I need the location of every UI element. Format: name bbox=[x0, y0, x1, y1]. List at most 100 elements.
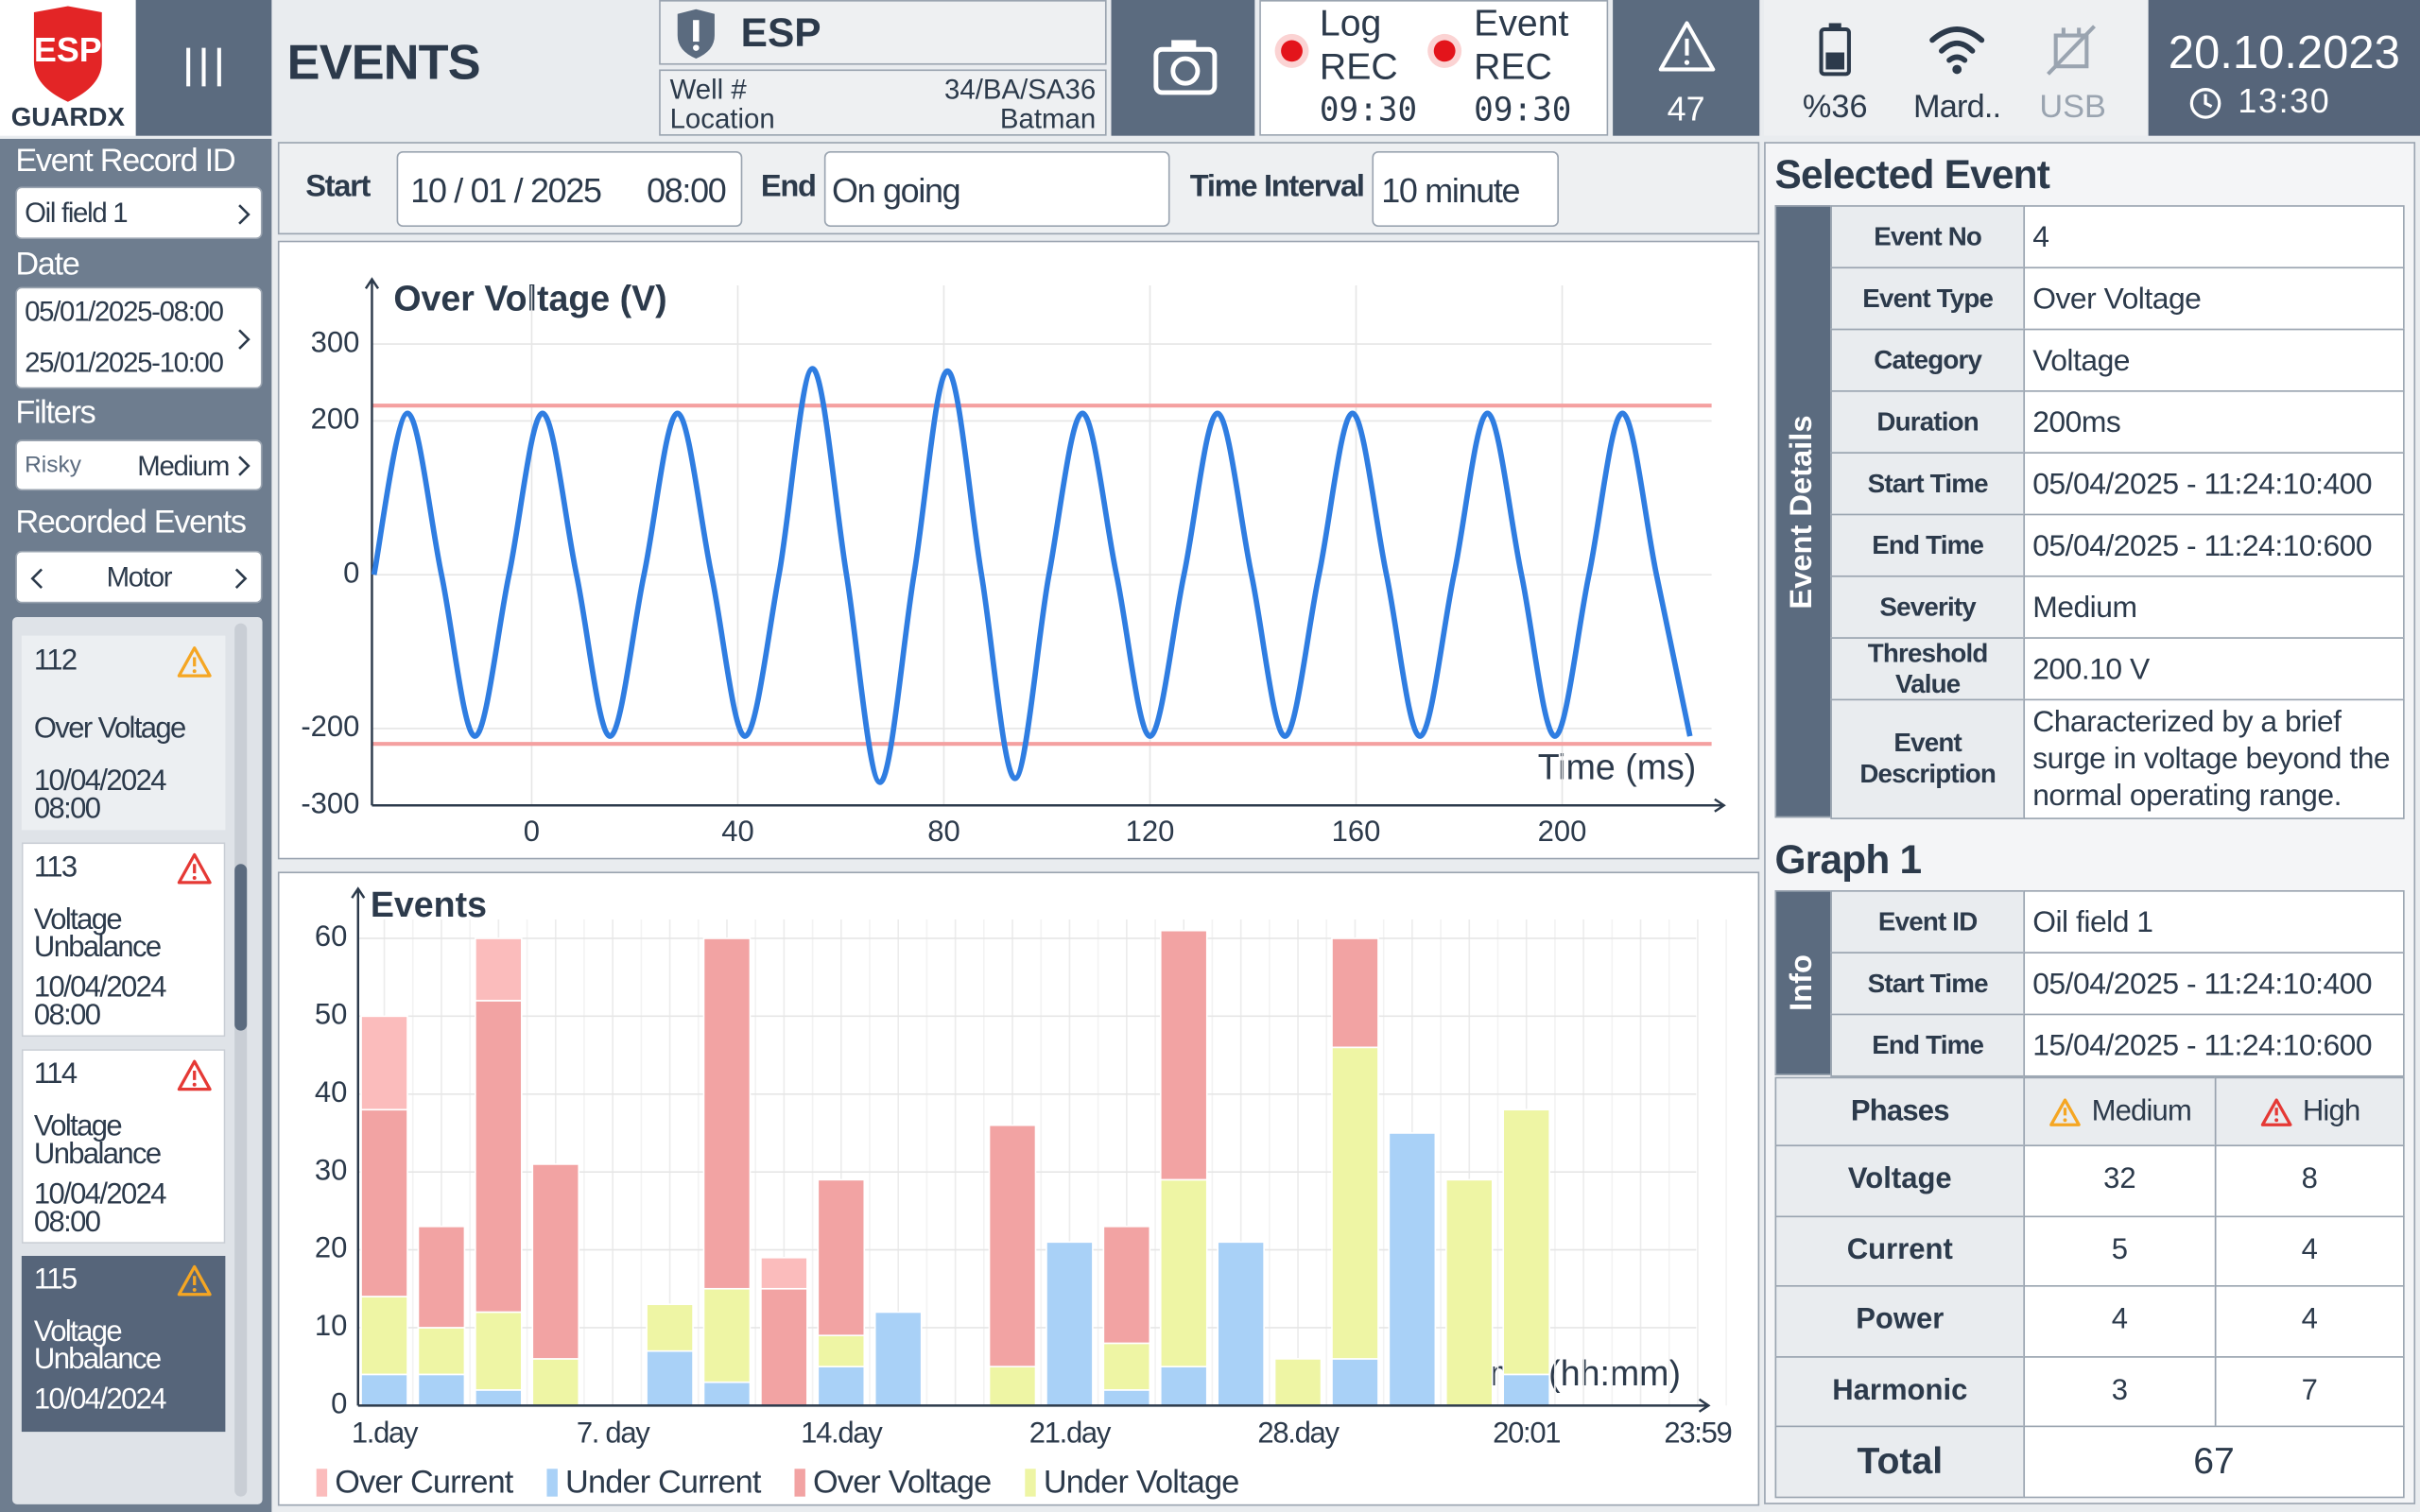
bar-segment bbox=[360, 1015, 408, 1111]
phase-header-cell: Medium bbox=[2023, 1076, 2217, 1147]
bar-segment bbox=[646, 1349, 694, 1407]
battery-icon bbox=[1819, 23, 1851, 77]
row-label: End Time bbox=[1872, 529, 1984, 559]
event-date: 10/04/2024 08:00 bbox=[33, 1178, 167, 1240]
bar-segment bbox=[702, 1381, 752, 1407]
row-label-cell: Severity bbox=[1830, 575, 2026, 639]
interval-input[interactable]: 10 minute bbox=[1372, 151, 1559, 227]
row-label-cell: Threshold Value bbox=[1830, 637, 2026, 701]
bar-segment bbox=[417, 1226, 466, 1329]
phase-label: Harmonic bbox=[1832, 1374, 1968, 1407]
date-range-select[interactable]: 05/01/2025-08:00 25/01/2025-10:00 bbox=[15, 286, 263, 389]
y-tick-label: 60 bbox=[315, 919, 348, 953]
row-value-cell: Oil field 1 bbox=[2023, 890, 2405, 954]
interval-value: 10 minute bbox=[1381, 171, 1520, 211]
chevron-left[interactable] bbox=[29, 566, 44, 591]
phase-value-cell: 32 bbox=[2023, 1144, 2217, 1217]
row-label: Event Type bbox=[1862, 283, 1994, 313]
well-label: Well # bbox=[669, 74, 747, 106]
bar-segment bbox=[1159, 929, 1208, 1181]
chevron bbox=[238, 329, 251, 350]
row-label: Severity bbox=[1879, 592, 1976, 622]
date-to: 25/01/2025-10:00 bbox=[25, 347, 224, 378]
bar-segment bbox=[1273, 1358, 1322, 1407]
phase-value-cell: 5 bbox=[2023, 1214, 2217, 1287]
event-rec-dot bbox=[1427, 33, 1462, 68]
date-from: 05/01/2025-08:00 bbox=[25, 296, 224, 328]
event-card-selected[interactable]: 115 Voltage Unbalance 10/04/2024 bbox=[21, 1255, 226, 1433]
phase-count: 4 bbox=[2111, 1304, 2129, 1337]
event-date: 10/04/2024 bbox=[33, 1383, 167, 1417]
row-label: Start Time bbox=[1867, 968, 1989, 998]
bar-segment bbox=[1102, 1389, 1151, 1407]
event-type: Voltage Unbalance bbox=[33, 903, 162, 965]
phase-value-cell: 3 bbox=[2023, 1355, 2217, 1428]
bar-segment bbox=[1502, 1373, 1550, 1407]
recorded-filter[interactable]: Motor bbox=[15, 550, 263, 604]
record-id-select[interactable]: Oil field 1 bbox=[15, 186, 263, 240]
phase-value-cell: 8 bbox=[2214, 1144, 2405, 1217]
axis bbox=[364, 277, 1726, 813]
x-tick-label: 160 bbox=[1332, 815, 1381, 848]
row-value: Oil field 1 bbox=[2032, 904, 2153, 939]
phase-count: 5 bbox=[2111, 1233, 2129, 1266]
camera-button[interactable] bbox=[1111, 0, 1255, 136]
device-name: ESP bbox=[740, 9, 821, 56]
section-label: Event Details bbox=[1785, 414, 1820, 609]
event-card[interactable]: 114 Voltage Unbalance 10/04/2024 08:00 bbox=[21, 1049, 226, 1244]
row-value: 05/04/2025 - 11:24:10:400 bbox=[2032, 966, 2373, 1001]
logo-text: ESP bbox=[34, 30, 102, 69]
end-value: On going bbox=[831, 171, 961, 211]
chevron-right[interactable] bbox=[233, 566, 249, 591]
phase-count: 7 bbox=[2301, 1374, 2318, 1407]
scroll-thumb[interactable] bbox=[234, 864, 248, 1031]
bar-segment bbox=[475, 937, 523, 1002]
phase-label: Power bbox=[1856, 1304, 1945, 1337]
end-input[interactable]: On going bbox=[823, 151, 1170, 227]
start-time: 08:00 bbox=[647, 171, 727, 211]
legend-label: Under Current bbox=[565, 1465, 762, 1501]
logo-subtext: GUARDX bbox=[11, 102, 126, 131]
chart-title: Over Voltage (V) bbox=[393, 278, 666, 318]
date: 20.10.2023 bbox=[2168, 27, 2400, 79]
y-tick-label: 0 bbox=[343, 556, 359, 589]
wifi-name: Mard.. bbox=[1913, 89, 2001, 126]
alerts-button[interactable]: 47 bbox=[1613, 0, 1760, 136]
usb-label: USB bbox=[2039, 89, 2106, 126]
date-label: Date bbox=[15, 247, 80, 283]
recording-box: Log REC 09:30 Event REC 09:30 bbox=[1259, 0, 1609, 136]
phase-label-cell: Voltage bbox=[1774, 1144, 2026, 1217]
recorded-filter-value: Motor bbox=[106, 561, 173, 593]
bar-segment bbox=[817, 1366, 866, 1407]
time: 13:30 bbox=[2238, 81, 2331, 121]
bar-segment bbox=[417, 1373, 466, 1407]
x-tick-label: 21.day bbox=[1029, 1417, 1112, 1450]
event-rec-label: Event REC bbox=[1474, 3, 1569, 89]
row-value: 4 bbox=[2032, 219, 2049, 254]
event-id: 115 bbox=[33, 1263, 78, 1297]
start-input[interactable]: 10 / 01 / 2025 08:00 bbox=[396, 151, 743, 227]
bar-segment bbox=[760, 1287, 808, 1407]
y-tick-label: -200 bbox=[301, 710, 359, 743]
record-id-value: Oil field 1 bbox=[25, 197, 128, 229]
bar-segment bbox=[646, 1303, 694, 1352]
warning-icon bbox=[177, 852, 212, 885]
event-card[interactable]: 113 Voltage Unbalance 10/04/2024 08:00 bbox=[21, 842, 226, 1038]
y-tick-label: 20 bbox=[315, 1231, 348, 1264]
log-rec-time: 09:30 bbox=[1319, 91, 1418, 129]
phase-value-cell: 4 bbox=[2214, 1214, 2405, 1287]
row-value-cell: 05/04/2025 - 11:24:10:400 bbox=[2023, 952, 2405, 1016]
logo-block: ESP GUARDX bbox=[0, 0, 136, 136]
phase-value-cell: 4 bbox=[2214, 1285, 2405, 1357]
row-value-cell: Medium bbox=[2023, 575, 2405, 639]
filters-label: Filters bbox=[15, 394, 96, 431]
event-card[interactable]: 112 Over Voltage 10/04/2024 08:00 bbox=[21, 635, 226, 831]
x-tick-label: 1.day bbox=[352, 1417, 419, 1450]
clock-icon bbox=[2189, 88, 2221, 119]
phase-count: 4 bbox=[2301, 1233, 2318, 1266]
axis bbox=[351, 886, 1711, 1413]
datetime-block: 20.10.2023 13:30 bbox=[2148, 0, 2420, 136]
filter-select[interactable]: Risky Medium bbox=[15, 439, 263, 491]
menu-button[interactable] bbox=[135, 0, 272, 136]
